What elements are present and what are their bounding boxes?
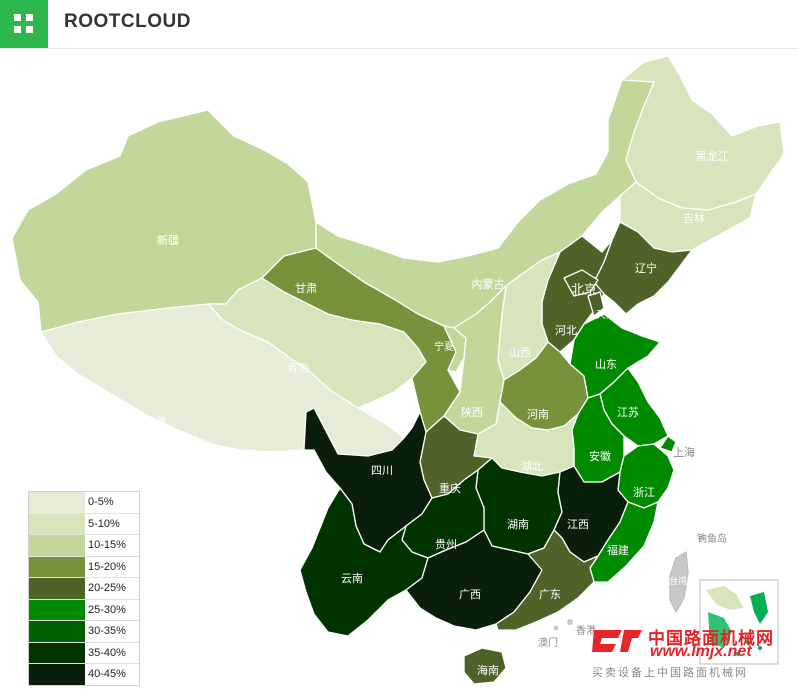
legend-row: 30-35% bbox=[29, 621, 139, 643]
label-sichuan: 四川 bbox=[371, 465, 393, 477]
legend-row: 25-30% bbox=[29, 599, 139, 621]
region-beijing[interactable] bbox=[563, 269, 599, 297]
grid-icon-cell bbox=[14, 26, 21, 33]
label-xinjiang: 新疆 bbox=[157, 233, 179, 247]
label-diaoyudao: 钓鱼岛 bbox=[697, 532, 727, 545]
legend-row: 35-40% bbox=[29, 642, 139, 664]
watermark-url: www.lmjx.net bbox=[650, 643, 752, 660]
label-zhejiang: 浙江 bbox=[633, 486, 655, 499]
legend-swatch bbox=[29, 556, 85, 577]
legend-label: 20-25% bbox=[88, 582, 126, 595]
region-xianggang[interactable] bbox=[567, 619, 573, 625]
region-shanghai[interactable] bbox=[659, 435, 677, 453]
watermark-logo-icon bbox=[592, 630, 642, 652]
label-henan: 河南 bbox=[527, 408, 549, 421]
label-guangdong: 广东 bbox=[539, 588, 561, 601]
legend-row: 20-25% bbox=[29, 578, 139, 600]
legend-swatch bbox=[29, 513, 85, 534]
legend-label: 35-40% bbox=[88, 646, 126, 659]
region-diaoyudao[interactable] bbox=[699, 535, 705, 541]
region-hainan[interactable] bbox=[463, 647, 507, 685]
legend-label: 30-35% bbox=[88, 625, 126, 638]
label-tianjin: 天津 bbox=[596, 309, 616, 321]
label-neimenggu: 内蒙古 bbox=[472, 277, 505, 291]
label-aomen: 澳门 bbox=[538, 636, 558, 649]
legend-row: 40-45% bbox=[29, 664, 139, 685]
label-ningxia: 宁夏 bbox=[434, 340, 454, 353]
watermark: 中国路面机械网 www.lmjx.net 买卖设备上中国路面机械网 bbox=[586, 618, 792, 684]
legend-label: 15-20% bbox=[88, 560, 126, 573]
label-liaoning: 辽宁 bbox=[635, 261, 657, 275]
label-chongqing: 重庆 bbox=[439, 481, 461, 495]
legend-swatch bbox=[29, 642, 85, 663]
region-tianjin[interactable] bbox=[587, 291, 605, 317]
legend-row: 10-15% bbox=[29, 535, 139, 557]
legend-label: 25-30% bbox=[88, 603, 126, 616]
legend: 0-5% 5-10% 10-15% 15-20% 20-25% 25-30% 3… bbox=[28, 491, 140, 686]
label-guangxi: 广西 bbox=[459, 588, 481, 601]
legend-swatch bbox=[29, 621, 85, 642]
label-taiwan: 台湾 bbox=[669, 575, 687, 586]
legend-label: 5-10% bbox=[88, 517, 120, 530]
legend-swatch bbox=[29, 492, 85, 513]
label-beijing: 北京 bbox=[571, 282, 597, 297]
grid-icon-cell bbox=[26, 26, 33, 33]
region-shandong[interactable] bbox=[569, 313, 661, 399]
label-qinghai: 青海 bbox=[287, 361, 309, 375]
label-shanxi: 山西 bbox=[509, 346, 531, 359]
app-menu-button[interactable] bbox=[0, 0, 48, 48]
label-gansu: 甘肃 bbox=[295, 282, 317, 295]
brand-logo[interactable]: ROOTCLOUD bbox=[64, 11, 191, 32]
label-jiangsu: 江苏 bbox=[617, 406, 639, 419]
watermark-sub: 买卖设备上中国路面机械网 bbox=[592, 666, 748, 679]
legend-label: 10-15% bbox=[88, 539, 126, 552]
label-shandong: 山东 bbox=[595, 358, 617, 371]
label-jilin: 吉林 bbox=[683, 211, 705, 225]
legend-row: 0-5% bbox=[29, 492, 139, 514]
map-svg: 黑龙江 吉林 辽宁 新疆 内蒙古 北京 天津 河北 甘肃 宁夏 山西 青海 西藏… bbox=[11, 55, 785, 685]
label-yunnan: 云南 bbox=[341, 572, 363, 585]
label-anhui: 安徽 bbox=[589, 449, 611, 463]
legend-swatch bbox=[29, 535, 85, 556]
label-hainan: 海南 bbox=[477, 663, 499, 677]
label-shanghai: 上海 bbox=[673, 445, 695, 459]
label-guizhou: 贵州 bbox=[435, 538, 457, 551]
legend-swatch bbox=[29, 664, 85, 685]
watermark-cn: 中国路面机械网 bbox=[648, 629, 774, 649]
label-fujian: 福建 bbox=[607, 543, 629, 557]
legend-row: 5-10% bbox=[29, 513, 139, 535]
label-hebei: 河北 bbox=[555, 324, 577, 337]
grid-icon bbox=[14, 14, 21, 21]
legend-row: 15-20% bbox=[29, 556, 139, 578]
legend-swatch bbox=[29, 599, 85, 620]
region-heilongjiang[interactable] bbox=[621, 55, 785, 211]
label-shaanxi: 陕西 bbox=[461, 405, 483, 419]
label-xizang: 西藏 bbox=[145, 416, 167, 429]
label-jiangxi: 江西 bbox=[567, 518, 589, 531]
region-taiwan[interactable] bbox=[669, 551, 689, 613]
legend-swatch bbox=[29, 578, 85, 599]
region-guangdong[interactable] bbox=[495, 529, 599, 631]
region-aomen[interactable] bbox=[553, 625, 559, 631]
label-heilongjiang: 黑龙江 bbox=[696, 150, 729, 163]
label-hunan: 湖南 bbox=[507, 518, 529, 531]
legend-label: 40-45% bbox=[88, 668, 126, 681]
legend-label: 0-5% bbox=[88, 496, 114, 509]
label-xianggang: 香港 bbox=[576, 625, 596, 637]
south-china-sea-inset bbox=[699, 579, 779, 665]
grid-icon-cell bbox=[26, 14, 33, 21]
label-hubei: 湖北 bbox=[521, 460, 543, 473]
top-bar: ROOTCLOUD bbox=[0, 0, 798, 49]
